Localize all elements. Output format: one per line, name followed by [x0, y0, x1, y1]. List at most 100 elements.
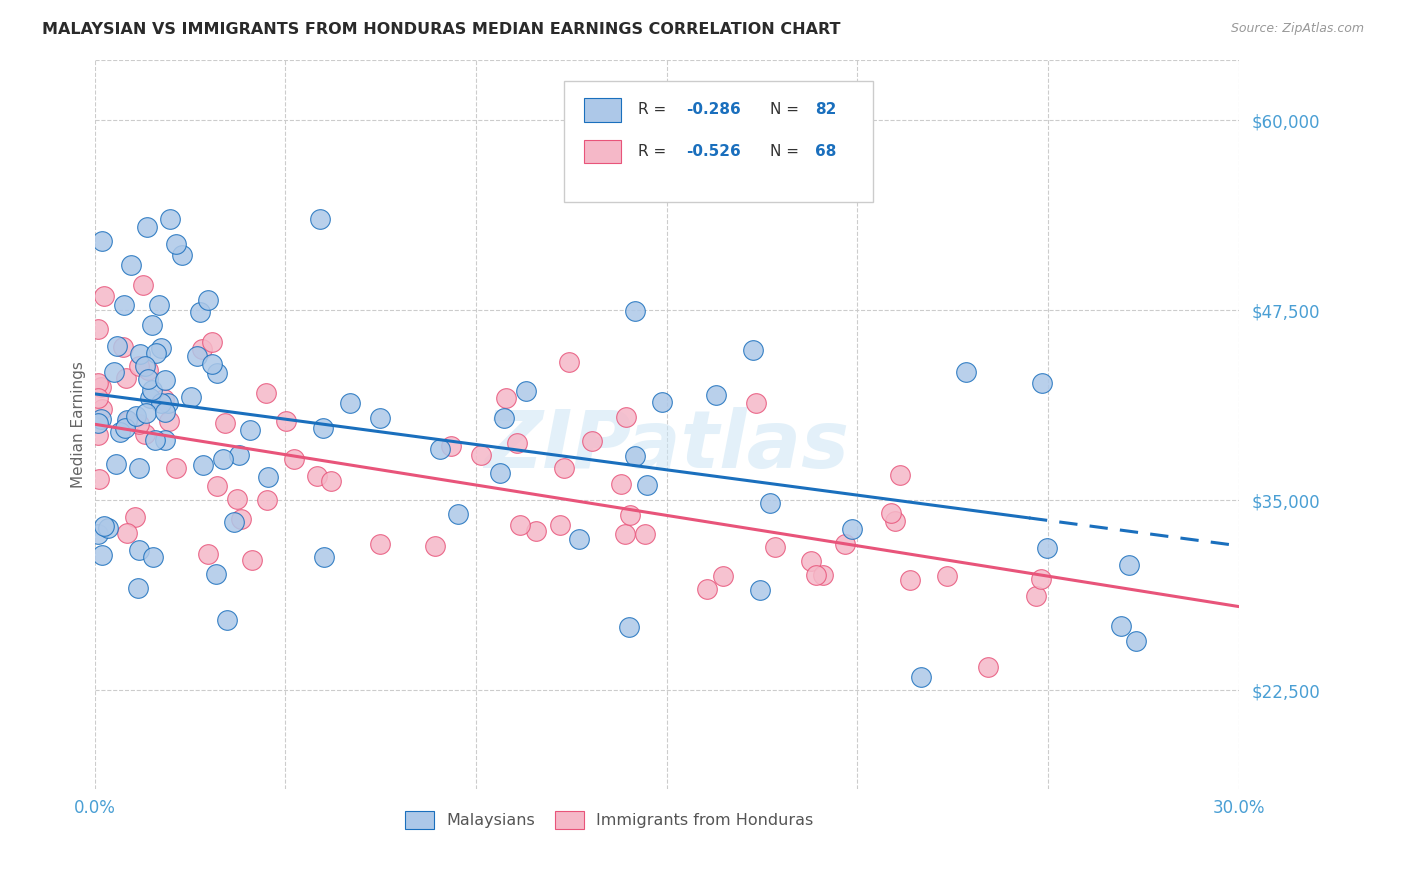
- Point: [634, 526, 657, 541]
- Point: [136, 372, 159, 386]
- Point: [90, 411, 112, 425]
- Point: [307, 469, 329, 483]
- Point: [228, 449, 250, 463]
- Point: [617, 620, 640, 634]
- Point: [128, 359, 150, 373]
- Point: [1036, 541, 1059, 555]
- Point: [749, 582, 772, 597]
- Point: [132, 278, 155, 293]
- Point: [557, 355, 579, 369]
- Point: [179, 390, 201, 404]
- Point: [204, 567, 226, 582]
- Point: [136, 363, 159, 377]
- Point: [134, 359, 156, 373]
- Y-axis label: Median Earnings: Median Earnings: [72, 360, 86, 488]
- Point: [153, 373, 176, 387]
- Text: N =: N =: [769, 144, 803, 159]
- Point: [506, 436, 529, 450]
- Point: [111, 340, 134, 354]
- Point: [610, 476, 633, 491]
- Point: [205, 479, 228, 493]
- Point: [87, 322, 110, 336]
- Point: [370, 537, 392, 551]
- Point: [1025, 590, 1047, 604]
- Point: [117, 414, 139, 428]
- Point: [87, 472, 110, 486]
- Text: -0.286: -0.286: [686, 103, 741, 118]
- Point: [254, 385, 277, 400]
- Point: [212, 451, 235, 466]
- Point: [240, 552, 263, 566]
- Point: [87, 416, 110, 430]
- Point: [128, 543, 150, 558]
- Point: [239, 423, 262, 437]
- Point: [834, 537, 856, 551]
- Point: [229, 512, 252, 526]
- Point: [105, 458, 128, 472]
- Point: [191, 458, 214, 473]
- Point: [910, 670, 932, 684]
- Point: [127, 581, 149, 595]
- Point: [90, 380, 112, 394]
- Point: [312, 421, 335, 435]
- Point: [370, 410, 392, 425]
- Point: [257, 470, 280, 484]
- Text: 68: 68: [815, 144, 837, 159]
- Point: [276, 414, 298, 428]
- Point: [841, 522, 863, 536]
- Point: [155, 433, 177, 447]
- Point: [1031, 376, 1053, 390]
- Point: [936, 569, 959, 583]
- Point: [696, 582, 718, 596]
- Point: [955, 366, 977, 380]
- FancyBboxPatch shape: [585, 140, 621, 163]
- Point: [1109, 619, 1132, 633]
- Point: [188, 305, 211, 319]
- Point: [759, 496, 782, 510]
- Point: [138, 391, 160, 405]
- Point: [103, 365, 125, 379]
- Point: [488, 467, 510, 481]
- Point: [134, 427, 156, 442]
- Point: [636, 478, 658, 492]
- Text: -0.526: -0.526: [686, 144, 741, 159]
- Point: [553, 461, 575, 475]
- Point: [128, 417, 150, 432]
- Point: [651, 395, 673, 409]
- Point: [115, 413, 138, 427]
- Point: [704, 388, 727, 402]
- Point: [440, 439, 463, 453]
- Point: [614, 527, 637, 541]
- Text: R =: R =: [638, 144, 671, 159]
- Point: [114, 370, 136, 384]
- Point: [226, 492, 249, 507]
- Text: 82: 82: [815, 103, 837, 118]
- Point: [425, 539, 447, 553]
- Point: [548, 517, 571, 532]
- Point: [614, 409, 637, 424]
- Point: [142, 550, 165, 565]
- Point: [93, 519, 115, 533]
- Point: [214, 417, 236, 431]
- Text: R =: R =: [638, 103, 671, 118]
- Point: [581, 434, 603, 448]
- Point: [711, 569, 734, 583]
- Text: ZIPatlas: ZIPatlas: [484, 407, 849, 485]
- Text: MALAYSIAN VS IMMIGRANTS FROM HONDURAS MEDIAN EARNINGS CORRELATION CHART: MALAYSIAN VS IMMIGRANTS FROM HONDURAS ME…: [42, 22, 841, 37]
- Point: [91, 234, 114, 248]
- Point: [312, 549, 335, 564]
- Point: [811, 568, 834, 582]
- Point: [883, 514, 905, 528]
- Point: [143, 433, 166, 447]
- Point: [201, 334, 224, 349]
- Point: [804, 568, 827, 582]
- Point: [165, 236, 187, 251]
- Point: [977, 660, 1000, 674]
- Point: [91, 402, 114, 417]
- Point: [339, 395, 361, 409]
- Point: [128, 461, 150, 475]
- Point: [309, 211, 332, 226]
- Point: [157, 396, 180, 410]
- Point: [87, 391, 110, 405]
- Point: [197, 548, 219, 562]
